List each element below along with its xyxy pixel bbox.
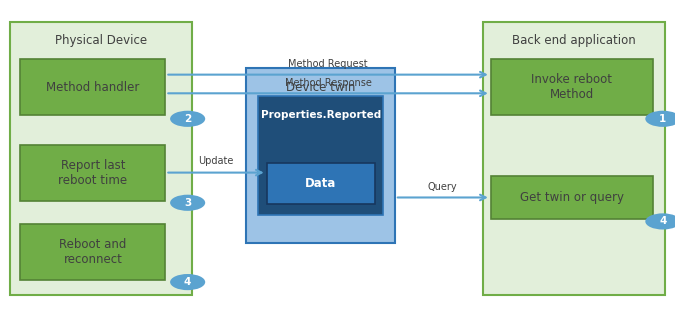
Circle shape [170, 274, 205, 290]
Text: Data: Data [305, 177, 336, 190]
FancyBboxPatch shape [491, 176, 653, 219]
FancyBboxPatch shape [258, 96, 383, 215]
Text: Method Request: Method Request [288, 59, 368, 69]
Circle shape [170, 111, 205, 127]
Circle shape [645, 111, 675, 127]
Text: Query: Query [428, 182, 458, 192]
FancyBboxPatch shape [246, 68, 395, 243]
Text: 1: 1 [659, 114, 666, 124]
Text: Device twin: Device twin [286, 81, 355, 94]
Circle shape [170, 195, 205, 211]
Text: 2: 2 [184, 114, 191, 124]
Text: 4: 4 [659, 216, 666, 226]
FancyBboxPatch shape [20, 224, 165, 280]
Text: Report last
reboot time: Report last reboot time [58, 159, 128, 187]
Text: Invoke reboot
Method: Invoke reboot Method [531, 73, 612, 101]
Text: Reboot and
reconnect: Reboot and reconnect [59, 238, 126, 266]
Text: Get twin or query: Get twin or query [520, 191, 624, 204]
Text: Method Response: Method Response [285, 78, 371, 88]
FancyBboxPatch shape [20, 59, 165, 115]
Text: 4: 4 [184, 277, 191, 287]
FancyBboxPatch shape [267, 163, 375, 204]
Text: Method handler: Method handler [46, 81, 140, 94]
Text: 3: 3 [184, 198, 191, 208]
Text: Physical Device: Physical Device [55, 34, 147, 47]
FancyBboxPatch shape [10, 22, 192, 295]
FancyBboxPatch shape [483, 22, 665, 295]
FancyBboxPatch shape [491, 59, 653, 115]
FancyBboxPatch shape [20, 145, 165, 201]
Text: Update: Update [198, 156, 234, 166]
Text: Properties.Reported: Properties.Reported [261, 110, 381, 120]
Text: Back end application: Back end application [512, 34, 636, 47]
Circle shape [645, 213, 675, 230]
